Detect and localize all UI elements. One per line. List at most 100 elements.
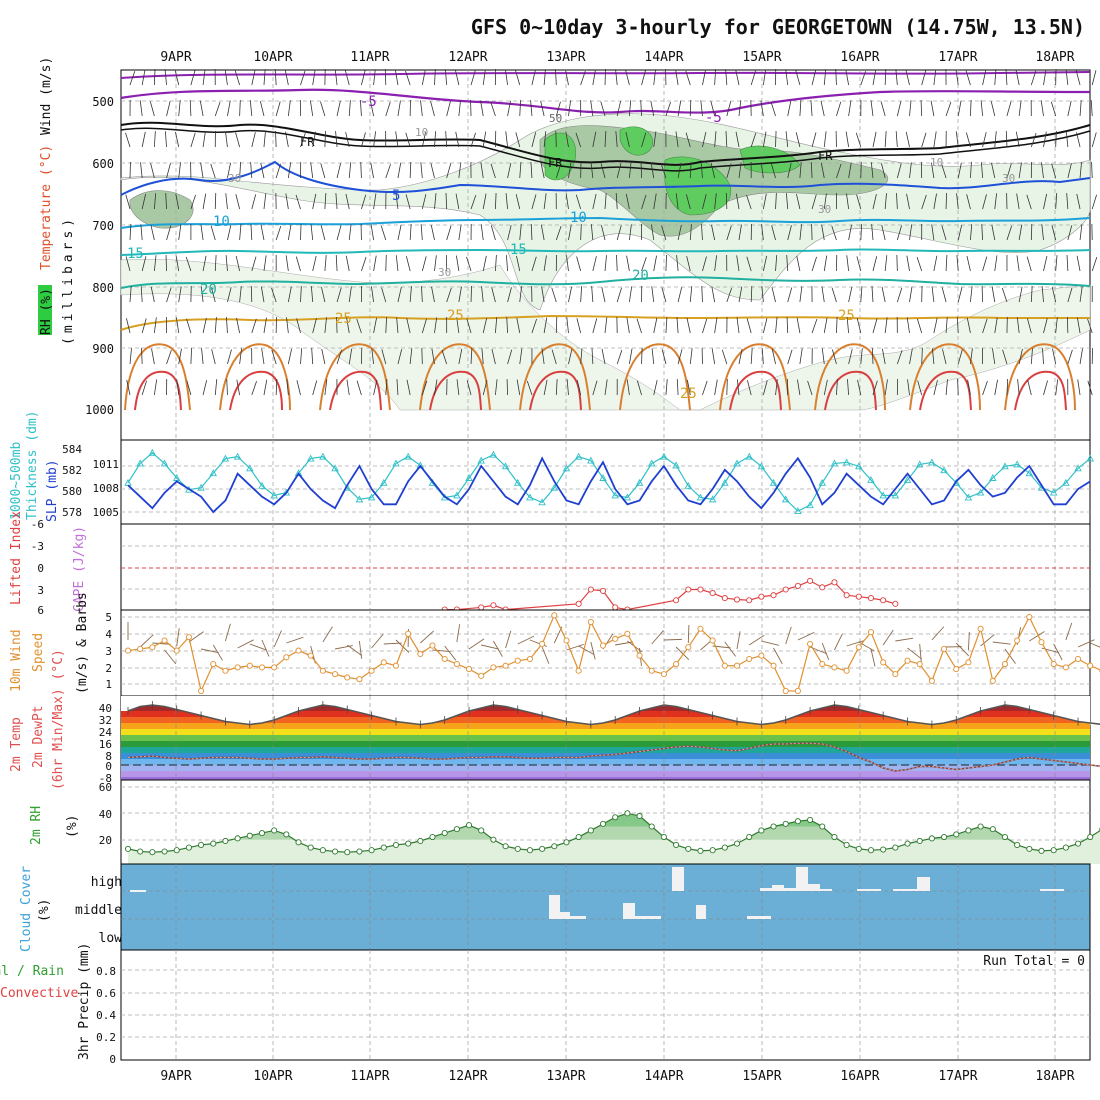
upper-wind-barb xyxy=(676,255,679,272)
upper-wind-barb xyxy=(1091,194,1097,210)
upper-wind-barb xyxy=(1018,348,1023,365)
upper-wind-barb xyxy=(568,100,572,117)
upper-wind-barb xyxy=(507,162,512,179)
wind-speed-point xyxy=(941,645,948,652)
upper-wind-barb xyxy=(625,193,630,210)
upper-wind-barb xyxy=(445,193,448,210)
upper-wind-barb xyxy=(1002,349,1008,365)
rh-point xyxy=(453,826,460,833)
upper-wind-barb xyxy=(225,131,228,148)
upper-wind-barb xyxy=(636,318,642,334)
upper-wind-barb xyxy=(956,193,959,210)
upper-wind-barb xyxy=(324,193,327,210)
upper-wind-barb xyxy=(860,286,863,303)
upper-wind-barb xyxy=(1016,255,1020,272)
wind-speed-point xyxy=(222,667,229,674)
rh-point xyxy=(563,839,570,846)
cloud-high-bar xyxy=(820,889,832,891)
upper-wind-barb xyxy=(746,318,752,334)
thickness-point xyxy=(306,454,315,462)
upper-wind-barb xyxy=(860,162,862,179)
upper-wind-barb xyxy=(1043,255,1048,272)
upper-wind-barb xyxy=(175,193,180,210)
rh-panel: 60 40 20 2m RH (%) xyxy=(29,779,1100,865)
rh-point xyxy=(758,827,765,834)
upper-wind-barb xyxy=(324,131,326,148)
upper-wind-barb xyxy=(495,379,498,396)
upper-wind-barb xyxy=(823,379,828,396)
upper-wind-barb xyxy=(263,193,267,210)
upper-wind-barb xyxy=(592,256,597,272)
temp-band xyxy=(121,777,1090,780)
upper-wind-barb xyxy=(420,100,423,117)
upper-wind-barb xyxy=(344,70,350,86)
upper-wind-barb xyxy=(139,100,143,117)
wind-barb xyxy=(371,633,384,649)
temp-tick: 24 xyxy=(99,726,113,739)
upper-wind-barb xyxy=(260,162,265,179)
upper-wind-barb xyxy=(482,317,488,334)
upper-wind-barb xyxy=(336,287,342,303)
upper-wind-barb xyxy=(917,380,923,396)
upper-wind-barb xyxy=(920,100,923,117)
rh-point xyxy=(502,843,509,850)
upper-wind-barb xyxy=(190,132,196,148)
upper-wind-barb xyxy=(957,100,962,117)
upper-wind-barb xyxy=(141,380,147,396)
upper-wind-barb xyxy=(661,287,667,303)
upper-wind-barb xyxy=(1079,100,1082,117)
rh-point xyxy=(624,810,631,817)
run-total: Run Total = 0 xyxy=(983,954,1085,969)
upper-wind-barb xyxy=(1090,100,1093,117)
bottom-date-labels: 9APR 10APR 11APR 12APR 13APR 14APR 15APR… xyxy=(160,1069,1074,1084)
isotherm-label: FR xyxy=(548,156,563,170)
upper-wind-barb xyxy=(260,224,265,241)
upper-wind-barb xyxy=(166,350,172,365)
wind-tick: 1 xyxy=(105,678,112,691)
upper-wind-barb xyxy=(176,317,180,334)
upper-wind-barb xyxy=(531,132,537,148)
upper-wind-barb xyxy=(651,286,655,303)
upper-wind-barb xyxy=(846,317,850,334)
upper-wind-barb xyxy=(689,100,692,117)
upper-wind-barb xyxy=(702,194,707,210)
upper-wind-barb xyxy=(591,348,594,365)
upper-wind-barb xyxy=(775,193,777,210)
upper-wind-barb xyxy=(750,70,756,86)
upper-wind-barb xyxy=(896,255,898,272)
upper-wind-barb xyxy=(295,256,301,272)
ytick-label: 500 xyxy=(92,95,114,109)
wind-speed-point xyxy=(465,666,473,673)
upper-wind-barb xyxy=(970,162,972,179)
upper-wind-barb xyxy=(626,379,630,396)
upper-wind-barb xyxy=(872,131,877,148)
upper-wind-barb xyxy=(227,162,231,179)
wind-barb xyxy=(456,624,461,643)
bottom-date-label: 17APR xyxy=(938,1069,977,1084)
upper-wind-barb xyxy=(795,70,801,86)
upper-wind-barb xyxy=(251,132,256,148)
wind-speed-point xyxy=(283,654,290,661)
lifted-index-point xyxy=(490,602,497,609)
upper-wind-barb xyxy=(125,256,131,272)
upper-wind-barb xyxy=(421,318,427,334)
upper-wind-barb xyxy=(361,132,366,148)
upper-wind-barb xyxy=(955,69,959,86)
bottom-date-label: 14APR xyxy=(644,1069,683,1084)
li-tick: -3 xyxy=(31,540,44,553)
rh-point xyxy=(392,841,400,848)
rh-point xyxy=(1038,847,1045,854)
precip-tick: 0.4 xyxy=(96,1009,116,1022)
upper-wind-barb xyxy=(174,70,180,86)
upper-wind-barb xyxy=(336,163,342,179)
rh-point xyxy=(953,831,960,838)
upper-wind-barb xyxy=(405,70,411,86)
upper-wind-barb xyxy=(336,317,338,334)
upper-wind-barb xyxy=(336,225,342,241)
upper-wind-barb xyxy=(140,224,143,241)
upper-wind-barb xyxy=(665,101,671,117)
upper-wind-barb xyxy=(785,131,789,148)
upper-wind-barb xyxy=(491,287,496,303)
rh-point xyxy=(526,847,533,854)
upper-wind-barb xyxy=(566,255,569,272)
